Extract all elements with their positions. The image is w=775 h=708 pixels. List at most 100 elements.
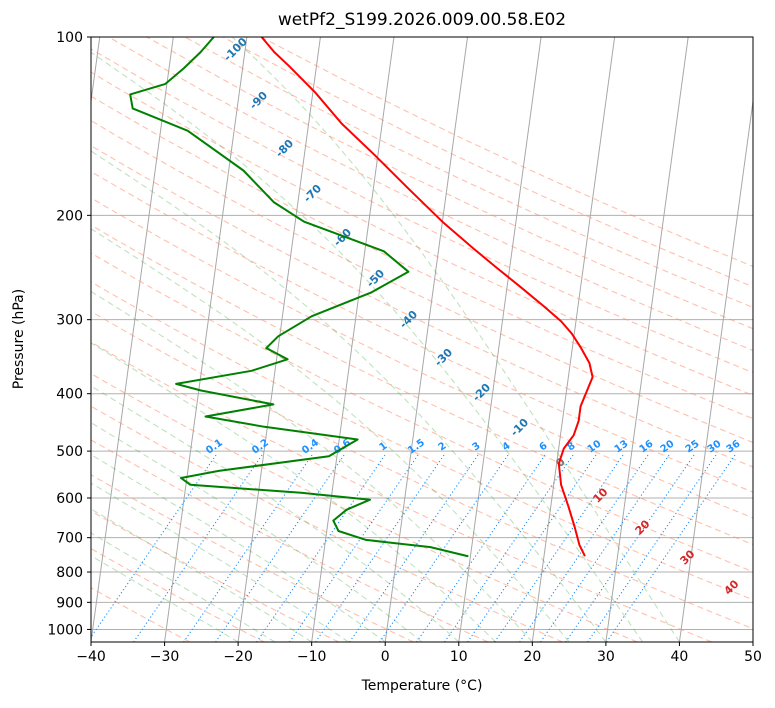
x-tick-label: −10 bbox=[297, 649, 327, 665]
y-tick-label: 600 bbox=[56, 491, 83, 507]
dry-adiabat-line bbox=[91, 71, 753, 396]
mixing-ratio-line bbox=[565, 454, 695, 642]
moist-adiabat-line bbox=[91, 422, 423, 642]
chart-title: wetPf2_S199.2026.009.00.58.E02 bbox=[277, 10, 567, 30]
mixing-ratio-label: 13 bbox=[613, 438, 631, 455]
mixing-ratio-label: 0.1 bbox=[204, 437, 225, 456]
mixing-ratio-label: 25 bbox=[684, 438, 702, 455]
x-tick-label: 20 bbox=[523, 649, 541, 665]
mixing-ratio-line bbox=[183, 454, 313, 642]
moist-adiabat-line bbox=[91, 385, 460, 642]
isotherm-line bbox=[752, 638, 753, 642]
moist-adiabat-label: 10 bbox=[591, 485, 611, 505]
x-tick-label: −20 bbox=[223, 649, 253, 665]
dry-adiabat-label: -60 bbox=[331, 226, 354, 249]
isotherm-line bbox=[237, 37, 321, 642]
y-tick-label: 300 bbox=[56, 313, 83, 329]
mixing-ratio-line bbox=[349, 454, 479, 642]
plot-frame bbox=[90, 36, 754, 643]
mixing-ratio-line bbox=[540, 454, 670, 642]
isotherm-line bbox=[531, 37, 616, 642]
dry-adiabat-line bbox=[91, 170, 753, 493]
dry-adiabat-line bbox=[146, 37, 753, 330]
isotherm-line bbox=[678, 97, 753, 642]
x-axis-label: Temperature (°C) bbox=[361, 678, 483, 694]
x-tick-label: 0 bbox=[381, 649, 390, 665]
background-lines bbox=[0, 37, 753, 642]
mixing-ratio-line bbox=[494, 454, 624, 642]
dry-adiabat-line bbox=[108, 37, 753, 352]
dry-adiabat-line bbox=[91, 510, 340, 642]
mixing-ratio-label: 0.4 bbox=[300, 437, 321, 456]
moist-adiabat-line bbox=[91, 453, 386, 642]
dry-adiabat-line bbox=[91, 310, 753, 630]
dry-adiabat-line bbox=[91, 474, 414, 642]
mixing-ratio-line bbox=[519, 454, 649, 642]
dry-adiabat-line bbox=[91, 547, 265, 642]
mixing-ratio-line bbox=[315, 454, 445, 642]
isotherm-line bbox=[0, 37, 26, 642]
dry-adiabat-line bbox=[91, 405, 563, 642]
x-tick-label: 40 bbox=[671, 649, 689, 665]
moist-adiabat-line bbox=[91, 482, 349, 642]
dry-adiabat-line bbox=[91, 341, 713, 642]
x-tick-label: 30 bbox=[597, 649, 615, 665]
mixing-ratio-line bbox=[379, 454, 509, 642]
moist-adiabat-line bbox=[231, 37, 680, 642]
x-tick-label: −40 bbox=[76, 649, 106, 665]
dry-adiabat-line bbox=[91, 372, 638, 642]
mixing-ratio-line bbox=[256, 454, 386, 642]
mixing-ratio-line bbox=[215, 454, 345, 642]
line-labels: 0.1 0.2 0.4 0.6 1 1.5 2 3 4 6 8 10 13 16 20 25 30 36-100-… bbox=[204, 37, 743, 598]
dry-adiabat-line bbox=[91, 224, 753, 546]
dry-adiabat-line bbox=[91, 439, 489, 642]
dry-adiabat-line bbox=[91, 48, 753, 374]
moist-adiabat-line bbox=[91, 508, 312, 642]
mixing-ratio-label: 16 bbox=[638, 438, 656, 455]
y-tick-label: 500 bbox=[56, 444, 83, 460]
mixing-ratio-line bbox=[133, 454, 263, 642]
dry-adiabat-label: -10 bbox=[508, 416, 531, 439]
dry-adiabat-label: -80 bbox=[273, 137, 296, 160]
x-tick-label: 10 bbox=[450, 649, 468, 665]
x-tick-label: −30 bbox=[150, 649, 180, 665]
axes: −40 −30 −20 −10 0 10 20 30 40 50 100 200 300 400 500 60… bbox=[47, 30, 762, 665]
isotherm-line bbox=[91, 37, 101, 105]
mixing-ratio-label: 0.6 bbox=[332, 437, 353, 456]
moist-adiabat-line bbox=[91, 342, 496, 642]
isotherm-line bbox=[91, 37, 174, 642]
y-tick-label: 700 bbox=[56, 531, 83, 547]
dry-adiabat-line bbox=[91, 252, 753, 573]
mixing-ratio-line bbox=[587, 454, 717, 642]
profile-lines bbox=[129, 37, 594, 558]
mixing-ratio-line bbox=[416, 454, 546, 642]
moist-adiabat-line bbox=[91, 532, 276, 642]
dry-adiabat-line bbox=[91, 281, 753, 601]
isotherm-line bbox=[458, 37, 542, 642]
dry-adiabat-line bbox=[91, 119, 753, 444]
dry-adiabat-line bbox=[260, 37, 753, 268]
mixing-ratio-label: 20 bbox=[659, 438, 677, 455]
moist-adiabat-line bbox=[91, 555, 239, 642]
mixing-ratio-line bbox=[444, 454, 574, 642]
dry-adiabat-line bbox=[91, 95, 753, 420]
moist-adiabat-line bbox=[91, 290, 533, 642]
moist-adiabat-line bbox=[91, 51, 644, 642]
moist-adiabat-line bbox=[91, 150, 607, 642]
isotherm-line bbox=[384, 37, 469, 642]
dry-adiabat-line bbox=[222, 37, 753, 288]
mixing-ratio-label: 0.2 bbox=[250, 437, 271, 456]
dry-adiabat-label: -40 bbox=[397, 308, 420, 331]
dry-adiabat-line bbox=[91, 145, 753, 468]
dry-adiabat-line bbox=[91, 197, 753, 519]
moist-adiabat-label: 20 bbox=[633, 517, 653, 537]
y-tick-label: 100 bbox=[56, 30, 83, 46]
dry-adiabat-label: -30 bbox=[432, 346, 455, 369]
y-tick-label: 800 bbox=[56, 565, 83, 581]
y-tick-label: 200 bbox=[56, 208, 83, 224]
y-tick-label: 400 bbox=[56, 387, 83, 403]
mixing-ratio-label: 36 bbox=[725, 438, 743, 455]
y-tick-label: 900 bbox=[56, 595, 83, 611]
x-tick-label: 50 bbox=[744, 649, 762, 665]
